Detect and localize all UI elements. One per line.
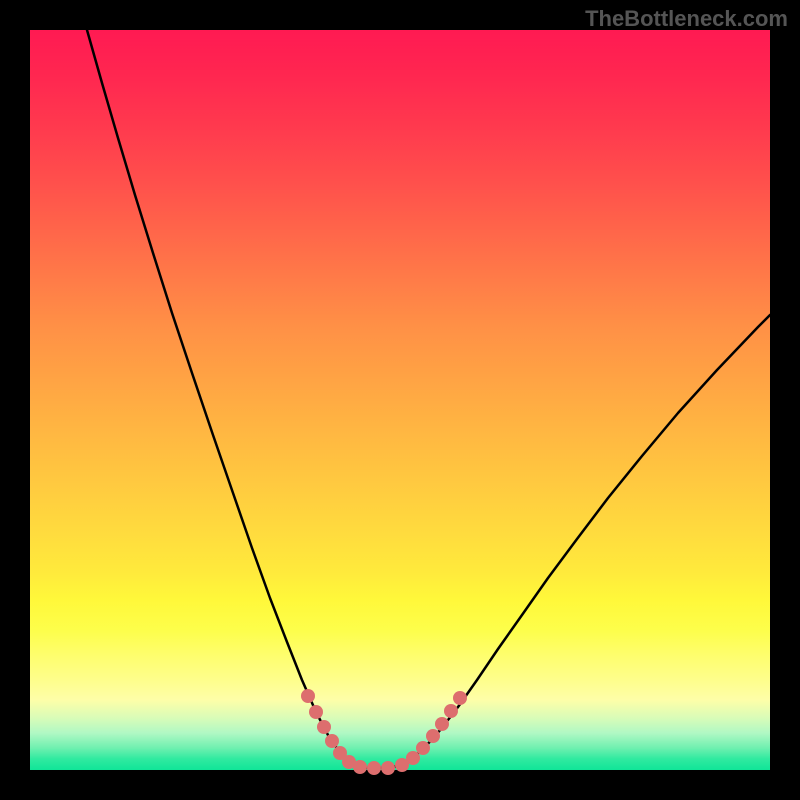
bottleneck-chart <box>0 0 800 800</box>
highlight-marker <box>317 720 331 734</box>
highlight-marker <box>416 741 430 755</box>
highlight-marker <box>353 760 367 774</box>
plot-background <box>30 30 770 770</box>
image-frame: TheBottleneck.com <box>0 0 800 800</box>
highlight-marker <box>444 704 458 718</box>
watermark-text: TheBottleneck.com <box>585 6 788 32</box>
highlight-marker <box>406 751 420 765</box>
highlight-marker <box>309 705 323 719</box>
highlight-marker <box>426 729 440 743</box>
highlight-marker <box>453 691 467 705</box>
highlight-marker <box>381 761 395 775</box>
highlight-marker <box>301 689 315 703</box>
highlight-marker <box>435 717 449 731</box>
highlight-marker <box>367 761 381 775</box>
highlight-marker <box>325 734 339 748</box>
